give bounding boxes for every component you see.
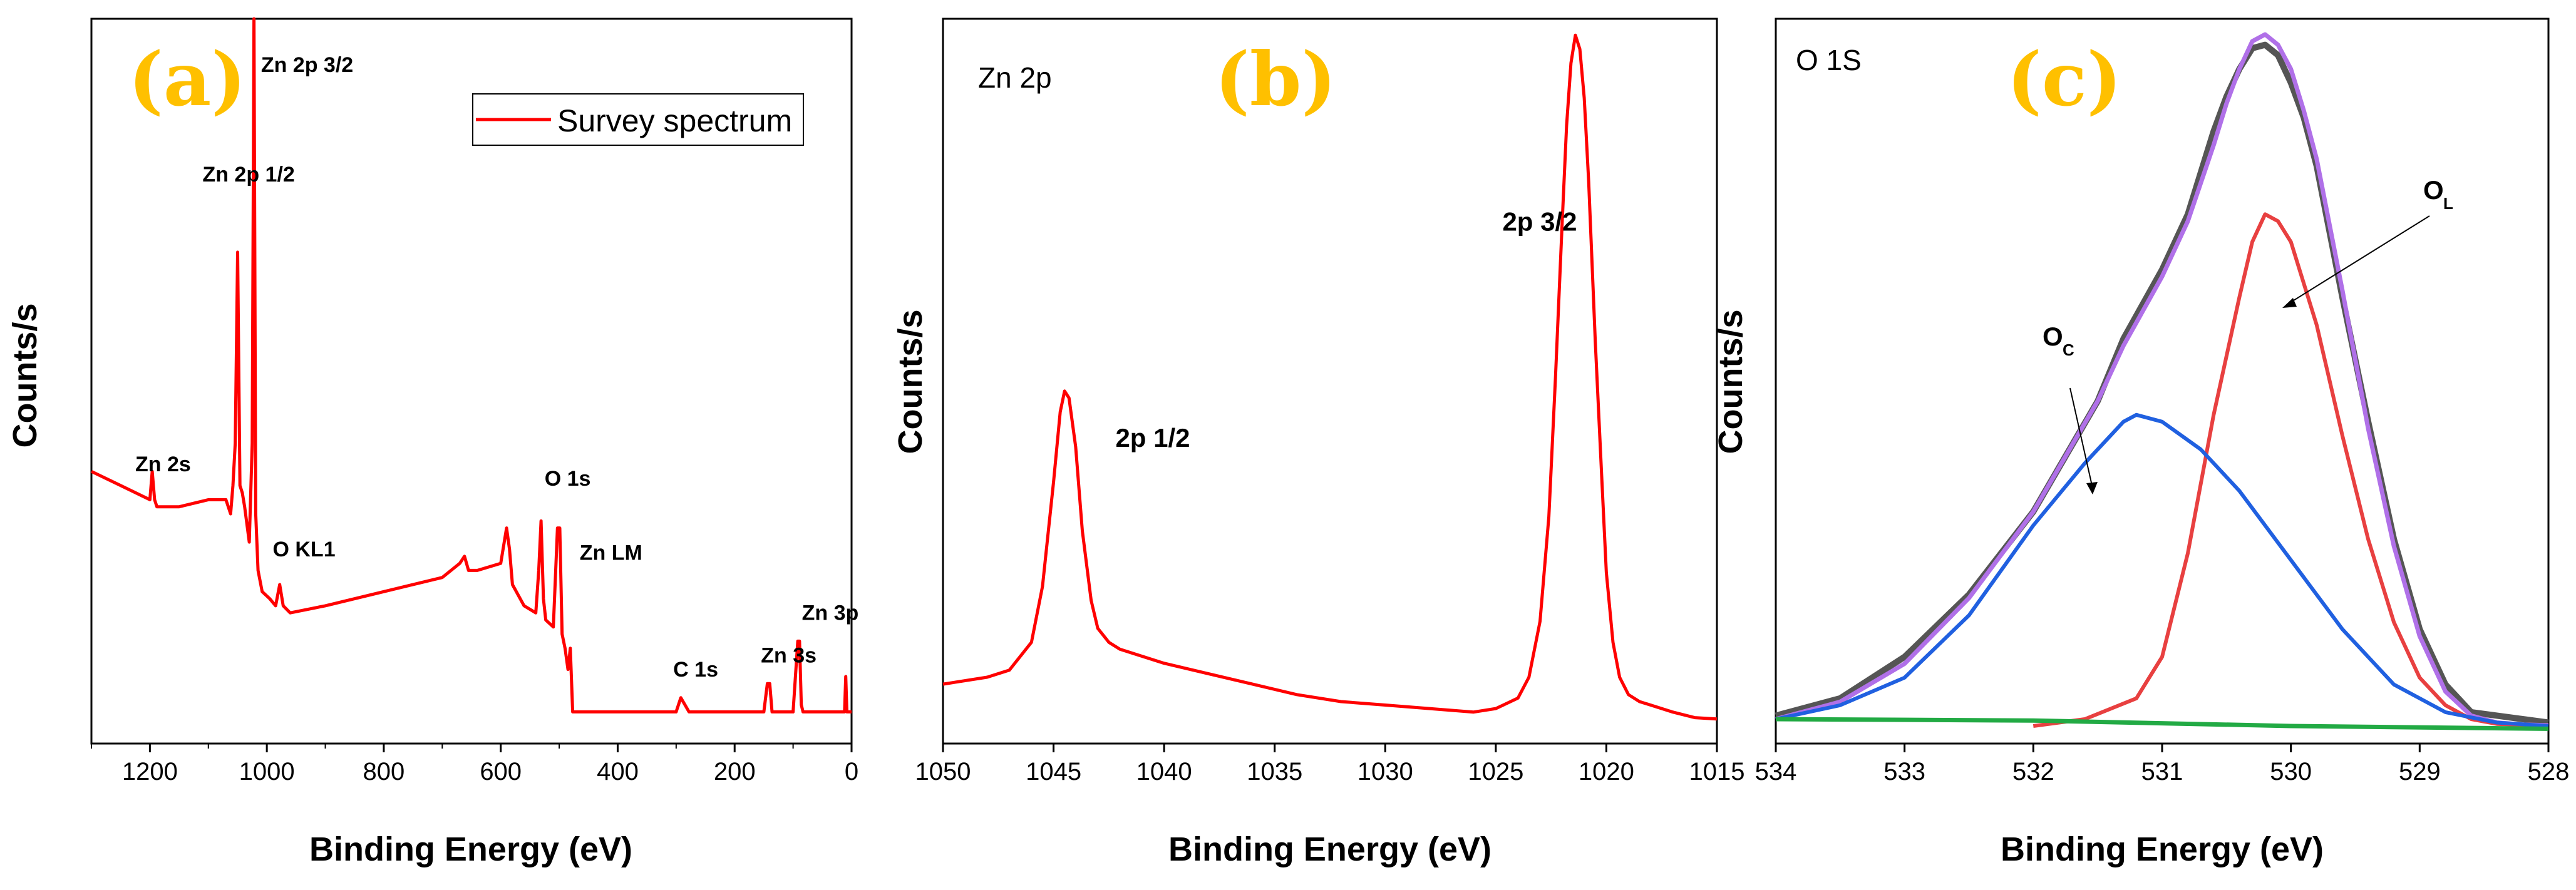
ol-label-main: O: [2423, 175, 2444, 205]
panel-c: 534 533 532 531 530 529 528 O 1S (c) O C O L B…: [1712, 18, 2570, 868]
x-tick-label: 534: [1755, 758, 1797, 785]
x-tick-label: 528: [2528, 758, 2570, 785]
x-tick-label: 1045: [1026, 758, 1081, 785]
x-ticks-c: 534 533 532 531 530 529 528: [1755, 744, 2570, 785]
peak-label: 2p 3/2: [1502, 207, 1577, 236]
peak-label: C 1s: [673, 658, 718, 682]
plot-frame-b: [942, 18, 1718, 745]
x-tick-label: 531: [2141, 758, 2183, 785]
ol-label: O L: [2423, 175, 2453, 213]
oc-arrowhead: [2086, 482, 2098, 494]
peak-label: Zn 2p 3/2: [261, 53, 353, 77]
x-axis-title-c: Binding Energy (eV): [2001, 831, 2324, 868]
x-tick-label: 529: [2399, 758, 2441, 785]
y-axis-title-b: Counts/s: [892, 309, 929, 454]
y-axis-title-a: Counts/s: [6, 303, 44, 448]
panel-title-c: O 1S: [1796, 44, 1862, 76]
y-axis-title-c: Counts/s: [1712, 309, 1749, 454]
peak-label: Zn LM: [580, 541, 642, 565]
peak-label: Zn 3p: [802, 601, 859, 625]
x-tick-label: 1020: [1579, 758, 1634, 785]
peak-label: Zn 2p 1/2: [202, 163, 294, 187]
peak-label: O 1s: [545, 467, 591, 491]
oc-label-main: O: [2043, 322, 2063, 351]
ol-arrowhead: [2282, 298, 2297, 308]
oc-label-sub: C: [2063, 340, 2074, 359]
ol-label-sub: L: [2443, 194, 2453, 213]
peak-labels-b: 2p 1/2 2p 3/2: [1115, 207, 1577, 453]
x-tick-label: 600: [480, 758, 522, 785]
peak-label: 2p 1/2: [1115, 423, 1190, 453]
x-tick-label: 0: [845, 758, 858, 785]
x-tick-label: 1050: [915, 758, 971, 785]
x-tick-label: 800: [363, 758, 405, 785]
zn2p-spectrum-line: [942, 33, 1718, 721]
panel-label-a: (a): [128, 36, 246, 123]
x-tick-label: 200: [714, 758, 756, 785]
series-fit: [1775, 32, 2549, 728]
plot-frame-c: [1775, 18, 2550, 745]
x-tick-label: 1030: [1358, 758, 1413, 785]
x-tick-label: 1025: [1468, 758, 1523, 785]
panel-b: 1050 1045 1040 1035 1030 1025 1020 1015 2p 1/22…: [892, 18, 1745, 868]
x-axis-title-b: Binding Energy (eV): [1168, 831, 1492, 868]
peak-label: O KL1: [272, 538, 335, 561]
legend-label: Survey spectrum: [557, 103, 792, 138]
series-baseline: [1775, 717, 2549, 731]
panel-title-b: Zn 2p: [978, 61, 1052, 94]
x-tick-label: 1035: [1247, 758, 1302, 785]
oc-arrow: [2069, 387, 2093, 489]
x-tick-label: 1015: [1689, 758, 1745, 785]
survey-spectrum-line: [90, 17, 852, 714]
panel-label-b: (b): [1215, 36, 1336, 123]
x-tick-label: 533: [1883, 758, 1925, 785]
x-axis-title-a: Binding Energy (eV): [309, 831, 632, 868]
x-tick-label: 1200: [122, 758, 178, 785]
series-o-c: [1775, 412, 2549, 728]
x-tick-label: 530: [2270, 758, 2312, 785]
peak-label: Zn 2s: [135, 453, 191, 476]
panel-label-c: (c): [2007, 36, 2122, 123]
x-ticks-b: 1050 1045 1040 1035 1030 1025 1020 1015: [915, 744, 1745, 785]
series-o-l: [2032, 212, 2549, 728]
x-tick-label: 400: [597, 758, 639, 785]
oc-label: O C: [2043, 322, 2074, 359]
x-tick-label: 532: [2012, 758, 2054, 785]
peak-labels-a: Zn 2p 3/2 Zn 2p 1/2 Zn 2s O KL1 O 1s Zn LM C 1…: [135, 53, 858, 682]
x-tick-label: 1000: [239, 758, 295, 785]
x-ticks-a: 1200 1000 800 600 400 200 0: [91, 744, 858, 785]
x-tick-label: 1040: [1136, 758, 1192, 785]
ol-arrow: [2288, 215, 2430, 304]
panel-a: 1200 1000 800 600 400 200 0 Zn 2p 3/2 Zn 2p 1/2…: [6, 17, 858, 868]
peak-label: Zn 3s: [761, 643, 817, 667]
o1s-series: [1775, 32, 2549, 731]
